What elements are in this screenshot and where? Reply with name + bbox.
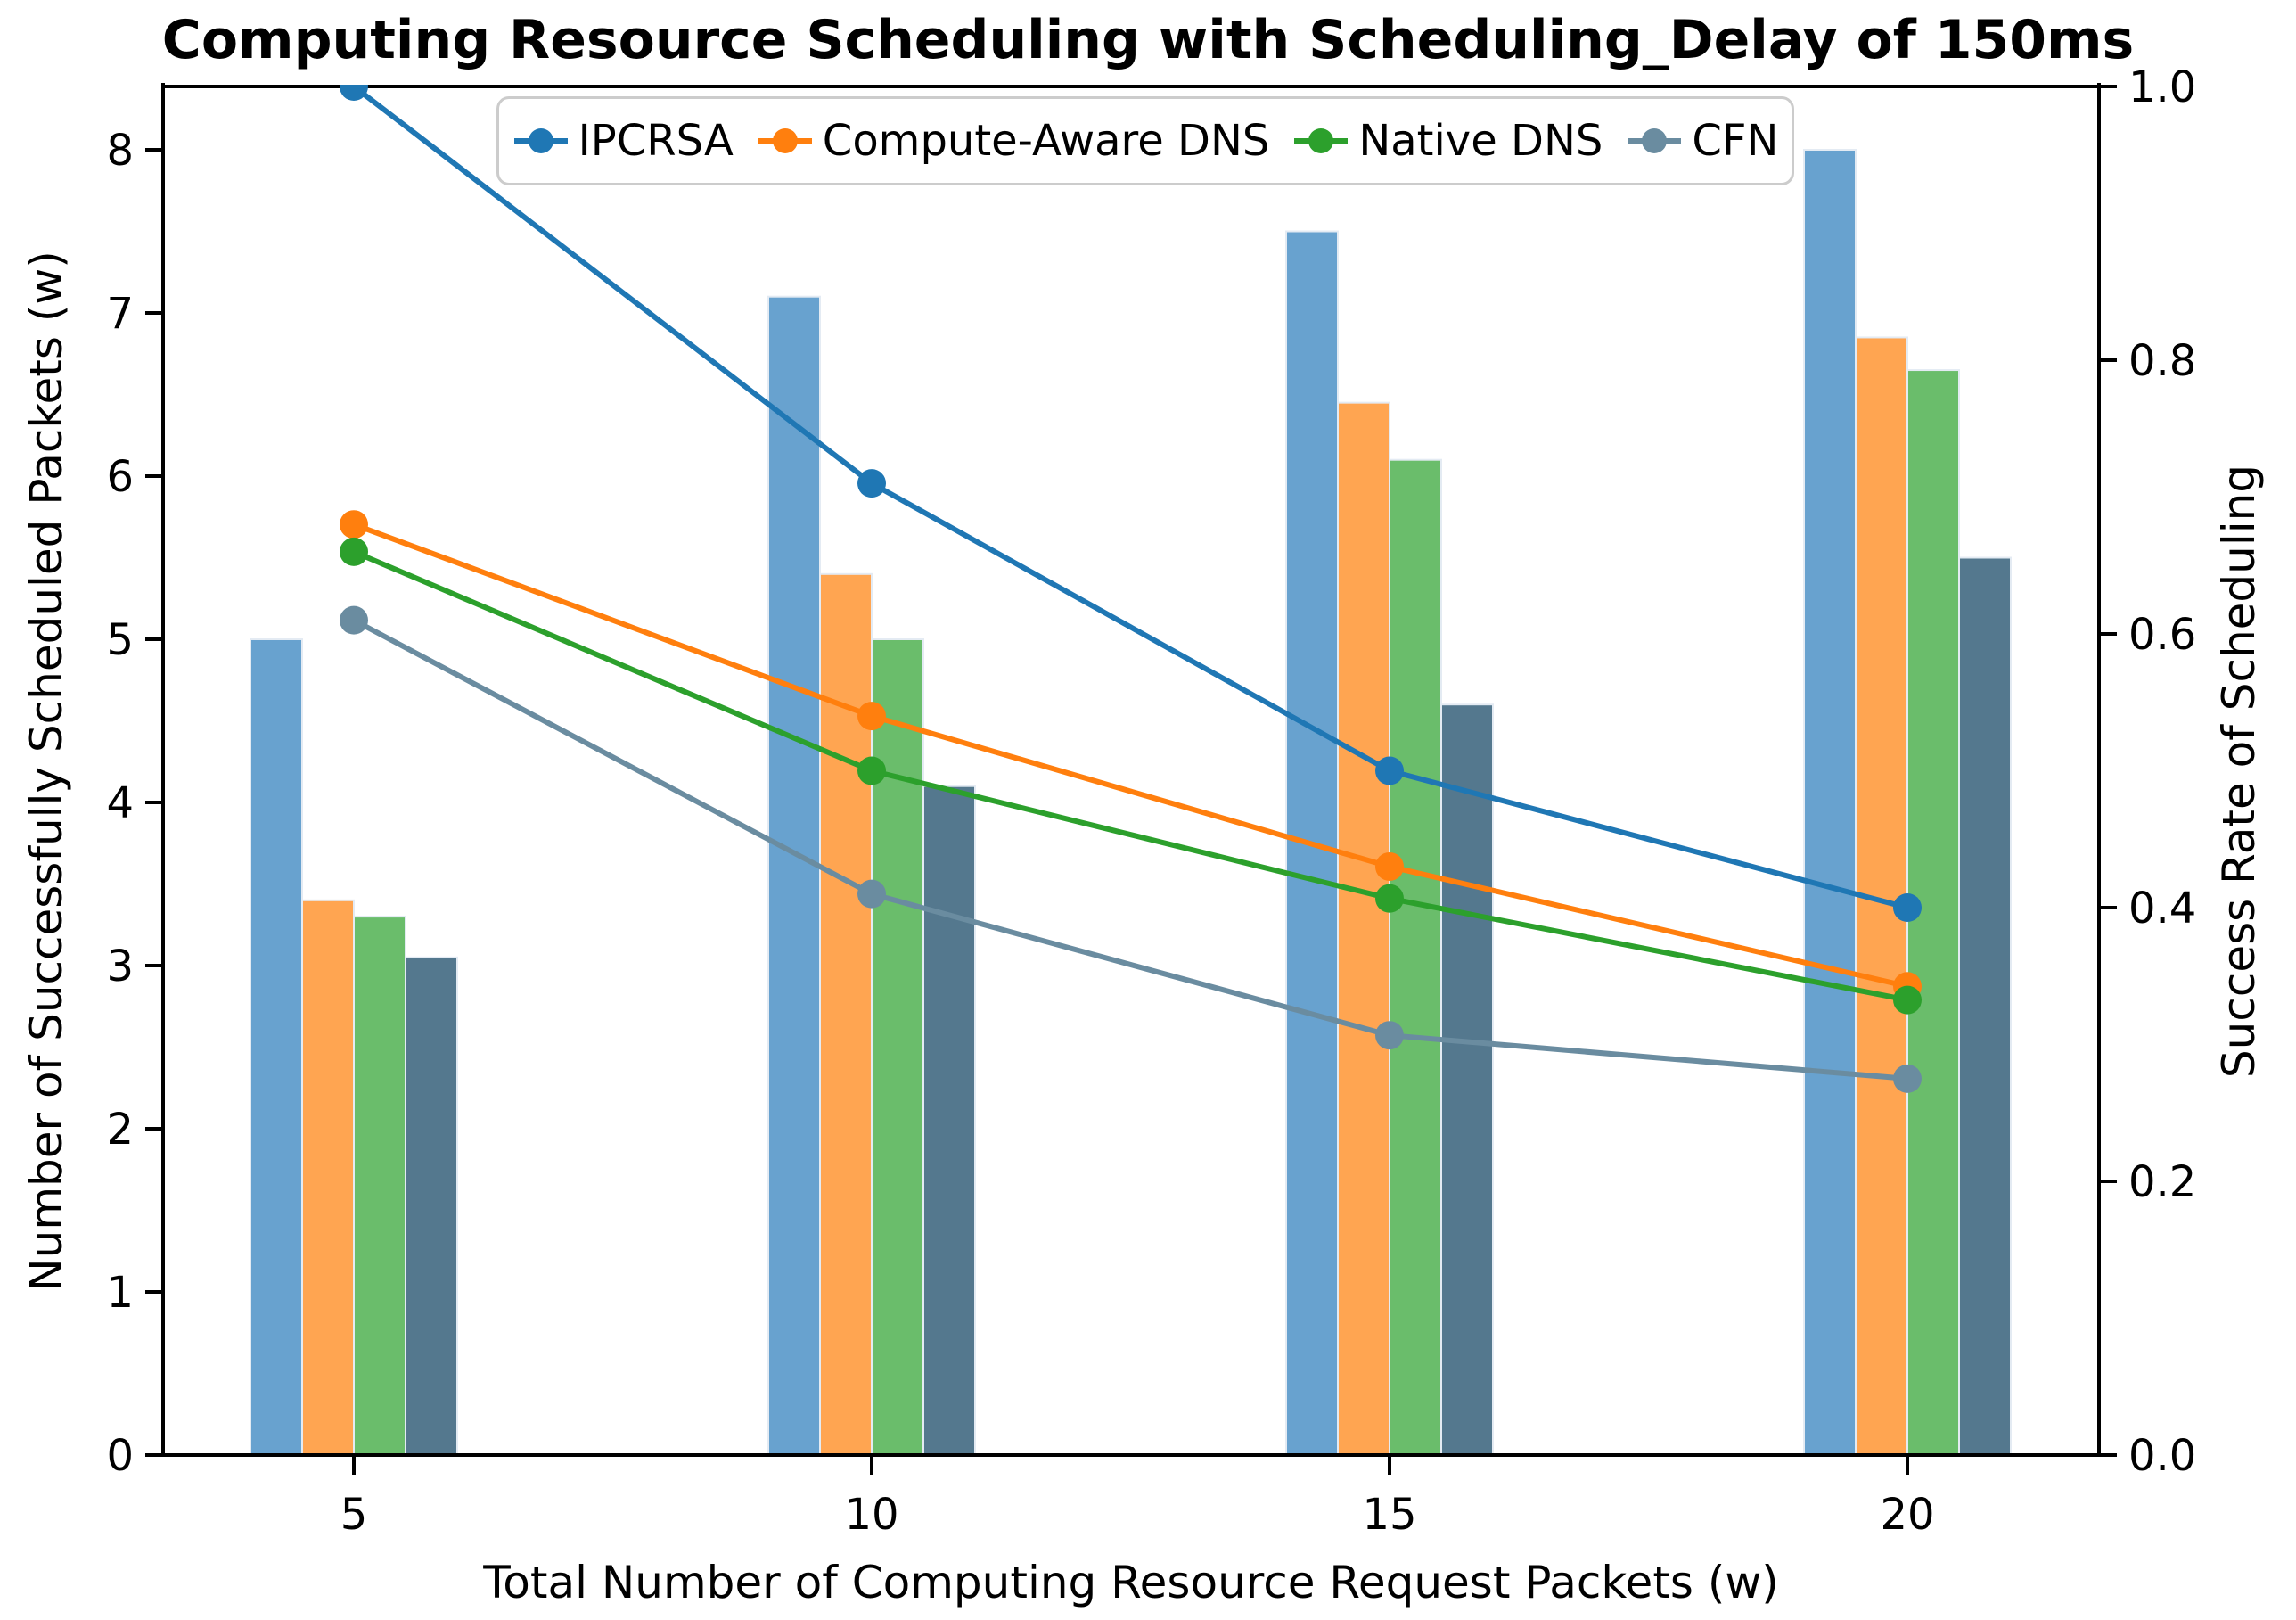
x-tick-label-5: 5 xyxy=(340,1490,368,1540)
bar-ipcrsa-w20 xyxy=(1803,149,1857,1456)
bar-compute-aware-dns-w15 xyxy=(1337,401,1390,1456)
x-tick-label-15: 15 xyxy=(1362,1490,1416,1540)
marker-ipcrsa-w20 xyxy=(1893,893,1922,922)
right-tick-label-0.4: 0.4 xyxy=(2128,884,2196,933)
marker-ipcrsa-w15 xyxy=(1375,756,1404,785)
marker-cfn-w20 xyxy=(1893,1064,1922,1093)
legend-label-ipcrsa: IPCRSA xyxy=(578,116,734,166)
legend-item-compute-aware-dns: Compute-Aware DNS xyxy=(757,116,1270,166)
left-tick-label-5: 5 xyxy=(106,615,134,665)
bar-ipcrsa-w5 xyxy=(250,638,303,1456)
bar-cfn-w10 xyxy=(922,785,976,1456)
left-tick-label-7: 7 xyxy=(106,289,134,339)
line-ipcrsa xyxy=(352,85,1908,910)
bar-cfn-w20 xyxy=(1958,556,2012,1456)
left-tick-label-6: 6 xyxy=(106,452,134,502)
marker-native-dns-w10 xyxy=(857,756,886,785)
legend-marker-icon-ipcrsa xyxy=(513,128,568,153)
marker-ipcrsa-w5 xyxy=(340,85,368,101)
x-axis-label: Total Number of Computing Resource Reque… xyxy=(483,1557,1779,1608)
left-tick-label-8: 8 xyxy=(106,126,134,176)
marker-compute-aware-dns-w5 xyxy=(340,510,368,539)
left-tick-label-0: 0 xyxy=(106,1431,134,1481)
right-tick-label-0.6: 0.6 xyxy=(2128,610,2196,660)
legend: IPCRSA Compute-Aware DNS Native DNS CFN xyxy=(496,96,1794,185)
bar-cfn-w5 xyxy=(405,956,458,1456)
bar-ipcrsa-w10 xyxy=(767,295,821,1457)
legend-item-cfn: CFN xyxy=(1626,116,1778,166)
legend-label-native-dns: Native DNS xyxy=(1358,116,1603,166)
legend-dot-cfn xyxy=(1642,128,1668,153)
marker-native-dns-w20 xyxy=(1893,985,1922,1015)
marker-compute-aware-dns-w10 xyxy=(857,702,886,731)
line-layer xyxy=(340,85,1922,1093)
right-axis-label: Success Rate of Scheduling xyxy=(2213,464,2265,1079)
marker-cfn-w10 xyxy=(857,879,886,909)
legend-marker-icon-cfn xyxy=(1628,128,1682,153)
legend-label-cfn: CFN xyxy=(1692,116,1779,166)
marker-compute-aware-dns-w15 xyxy=(1375,851,1404,881)
legend-dot-ipcrsa xyxy=(528,128,554,153)
legend-dot-native-dns xyxy=(1308,128,1334,153)
marker-native-dns-w15 xyxy=(1375,884,1404,913)
left-axis-label: Number of Successfully Scheduled Packets… xyxy=(20,251,72,1292)
right-tick-label-0.2: 0.2 xyxy=(2128,1157,2196,1207)
right-tick-label-0.0: 0.0 xyxy=(2128,1431,2196,1481)
line-compute-aware-dns xyxy=(352,522,1908,990)
left-tick-label-4: 4 xyxy=(106,778,134,828)
right-tick-label-1.0: 1.0 xyxy=(2128,62,2196,112)
legend-marker-icon-native-dns xyxy=(1294,128,1349,153)
legend-label-compute-aware-dns: Compute-Aware DNS xyxy=(822,116,1270,166)
marker-native-dns-w5 xyxy=(340,537,368,566)
legend-item-ipcrsa: IPCRSA xyxy=(512,116,734,166)
x-tick-label-20: 20 xyxy=(1880,1490,1934,1540)
bar-native-dns-w15 xyxy=(1389,458,1442,1457)
marker-cfn-w15 xyxy=(1375,1021,1404,1050)
bar-native-dns-w5 xyxy=(353,916,406,1456)
line-native-dns xyxy=(352,549,1908,1003)
chart-title: Computing Resource Scheduling with Sched… xyxy=(161,9,2135,71)
legend-item-native-dns: Native DNS xyxy=(1292,116,1603,166)
bar-cfn-w15 xyxy=(1440,703,1494,1456)
left-tick-label-1: 1 xyxy=(106,1268,134,1318)
line-cfn xyxy=(352,617,1908,1081)
x-tick-label-10: 10 xyxy=(844,1490,898,1540)
left-tick-label-2: 2 xyxy=(106,1105,134,1155)
left-tick-label-3: 3 xyxy=(106,942,134,991)
bar-compute-aware-dns-w5 xyxy=(301,899,355,1456)
marker-cfn-w5 xyxy=(340,605,368,635)
marker-ipcrsa-w10 xyxy=(857,469,886,498)
right-tick-label-0.8: 0.8 xyxy=(2128,336,2196,386)
legend-marker-icon-compute-aware-dns xyxy=(758,128,812,153)
legend-dot-compute-aware-dns xyxy=(772,128,798,153)
